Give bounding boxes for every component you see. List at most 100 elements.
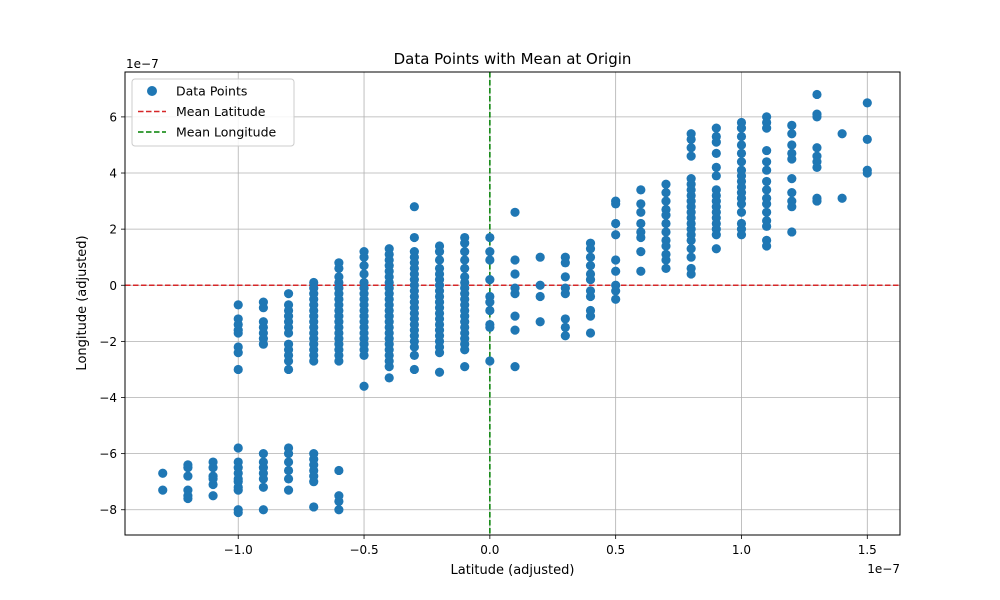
data-point bbox=[283, 457, 294, 467]
data-point bbox=[560, 258, 570, 268]
data-point bbox=[535, 252, 545, 262]
data-point bbox=[711, 244, 721, 254]
data-points bbox=[158, 89, 872, 518]
data-point bbox=[208, 463, 218, 473]
data-point bbox=[812, 112, 822, 122]
data-point bbox=[661, 255, 671, 265]
data-point bbox=[334, 263, 344, 274]
data-point bbox=[334, 465, 344, 476]
data-point bbox=[560, 322, 570, 332]
data-point bbox=[686, 269, 696, 279]
data-point bbox=[485, 255, 495, 265]
data-point bbox=[787, 120, 797, 130]
data-point bbox=[686, 252, 696, 262]
data-point bbox=[510, 207, 520, 217]
data-point bbox=[762, 157, 772, 167]
data-point bbox=[736, 230, 747, 240]
data-point bbox=[736, 123, 747, 133]
x-axis-label: Latitude (adjusted) bbox=[451, 563, 575, 578]
data-point bbox=[409, 364, 419, 375]
data-point bbox=[485, 322, 495, 332]
data-point bbox=[485, 297, 495, 307]
data-point bbox=[258, 482, 268, 492]
data-point bbox=[661, 196, 671, 206]
data-point bbox=[787, 227, 797, 237]
data-point bbox=[736, 157, 747, 167]
y-axis-label: Longitude (adjusted) bbox=[75, 235, 90, 370]
data-point bbox=[711, 171, 721, 181]
data-point bbox=[233, 443, 243, 453]
y-axis-scale: 1e−7 bbox=[126, 57, 159, 71]
data-point bbox=[762, 176, 772, 187]
data-point bbox=[283, 449, 294, 459]
data-point bbox=[585, 328, 596, 338]
data-point bbox=[585, 244, 596, 254]
data-point bbox=[233, 328, 243, 338]
data-point bbox=[460, 238, 470, 248]
x-tick-label: −1.0 bbox=[224, 543, 253, 557]
data-point bbox=[661, 179, 671, 189]
data-point bbox=[460, 362, 470, 372]
legend-label-data-points: Data Points bbox=[176, 84, 247, 99]
data-point bbox=[158, 468, 168, 478]
data-point bbox=[359, 252, 369, 262]
data-point bbox=[309, 356, 319, 366]
data-point bbox=[762, 165, 772, 175]
data-point bbox=[636, 218, 646, 229]
data-point bbox=[485, 232, 495, 243]
legend: Data Points Mean Latitude Mean Longitude bbox=[131, 78, 295, 147]
data-point bbox=[762, 241, 772, 251]
data-point bbox=[334, 496, 344, 506]
data-point bbox=[787, 202, 797, 212]
x-tick-label: 1.0 bbox=[732, 543, 751, 557]
data-point bbox=[233, 364, 243, 375]
data-point bbox=[611, 218, 621, 229]
data-point bbox=[283, 364, 294, 375]
data-point bbox=[183, 463, 193, 473]
data-point bbox=[283, 356, 294, 366]
data-point bbox=[535, 280, 545, 290]
data-point bbox=[636, 266, 646, 276]
y-tick-label: 6 bbox=[109, 110, 117, 124]
y-ticks: −8 −6 −4 −2 0 2 4 6 bbox=[99, 110, 125, 517]
data-point bbox=[283, 485, 294, 495]
data-point bbox=[183, 493, 193, 504]
data-point bbox=[636, 185, 646, 195]
data-point bbox=[510, 269, 520, 279]
x-tick-label: 0.0 bbox=[480, 543, 499, 557]
data-point bbox=[611, 199, 621, 209]
data-point bbox=[711, 230, 721, 240]
data-point bbox=[485, 275, 495, 285]
chart-title: Data Points with Mean at Origin bbox=[394, 50, 632, 68]
data-point bbox=[560, 314, 570, 324]
data-point bbox=[485, 356, 495, 366]
y-tick-label: −2 bbox=[99, 335, 117, 349]
data-point bbox=[787, 188, 797, 198]
data-point bbox=[409, 342, 419, 352]
data-point bbox=[862, 168, 872, 178]
data-point bbox=[736, 131, 747, 142]
data-point bbox=[661, 227, 671, 237]
data-point bbox=[510, 289, 520, 299]
plot-frame bbox=[124, 71, 901, 536]
data-point bbox=[233, 485, 243, 495]
y-tick-label: 0 bbox=[109, 279, 117, 293]
data-point bbox=[309, 477, 319, 487]
data-point bbox=[711, 162, 721, 173]
data-point bbox=[233, 300, 243, 310]
data-point bbox=[611, 286, 621, 296]
data-point bbox=[460, 345, 470, 355]
data-point bbox=[611, 255, 621, 265]
data-point bbox=[661, 210, 671, 220]
x-axis-scale: 1e−7 bbox=[867, 562, 900, 576]
data-point bbox=[359, 381, 369, 391]
x-tick-label: −0.5 bbox=[349, 543, 378, 557]
data-point bbox=[837, 193, 847, 203]
data-point bbox=[636, 199, 646, 209]
data-point bbox=[434, 255, 445, 265]
data-point bbox=[787, 140, 797, 150]
y-tick-label: −4 bbox=[99, 391, 117, 405]
data-point bbox=[560, 272, 570, 282]
data-point bbox=[283, 289, 294, 299]
data-point bbox=[636, 246, 646, 257]
